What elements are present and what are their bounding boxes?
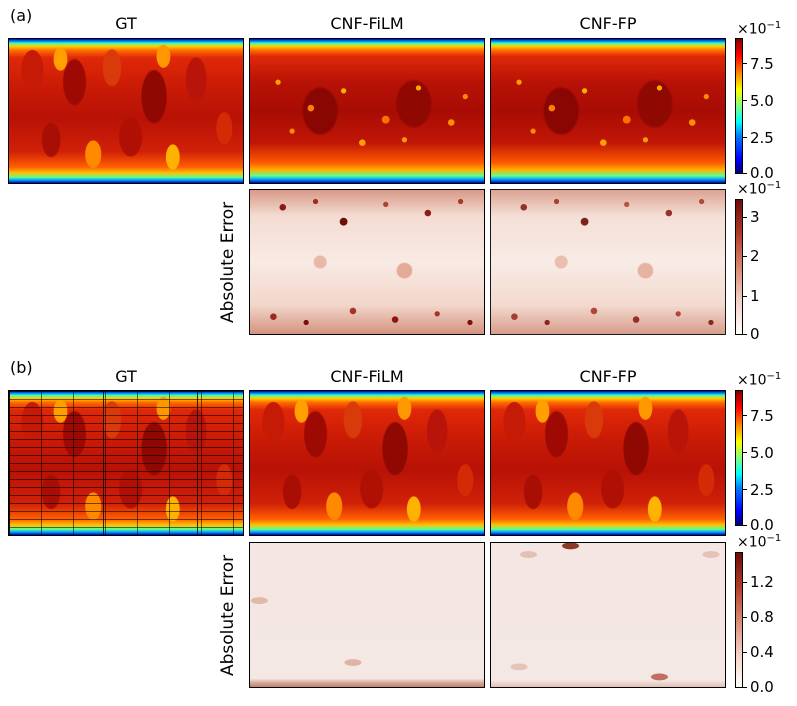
colorbar-exponent-field-a: ×10−1 [737, 20, 782, 38]
column-title-cnf-film-a: CNF-FiLM [330, 14, 404, 33]
colorbar-tick: 0.4 [750, 643, 774, 661]
gt-field-image-b [8, 390, 244, 536]
colorbar-tick: 3 [750, 208, 760, 226]
colorbar-tick: 7.5 [750, 55, 774, 73]
colorbar-field-a [735, 38, 743, 174]
error-row-label-a: Absolute Error [218, 201, 238, 323]
colorbar-tick: 0.0 [750, 516, 774, 534]
column-title-cnf-film-b: CNF-FiLM [330, 367, 404, 386]
colorbar-exponent-error-a: ×10−1 [737, 180, 782, 198]
colorbar-tick: 1 [750, 287, 760, 305]
cnf-fp-field-image-a [490, 38, 726, 184]
panel-label-a: (a) [10, 6, 33, 25]
cnf-film-field-image-a [249, 38, 485, 184]
cnf-fp-error-image-b [490, 542, 726, 688]
colorbar-tick: 0.0 [750, 678, 774, 696]
colorbar-tick: 0 [750, 325, 760, 343]
colorbar-exponent-field-b: ×10−1 [737, 371, 782, 389]
colorbar-tick: 1.2 [750, 573, 774, 591]
cnf-fp-field-image-b [490, 390, 726, 536]
column-title-gt-b: GT [115, 367, 137, 386]
colorbar-tick: 7.5 [750, 407, 774, 425]
colorbar-error-a [735, 199, 743, 335]
gt-field-image-a [8, 38, 244, 184]
colorbar-tick: 0.8 [750, 608, 774, 626]
cnf-fp-error-image-a [490, 189, 726, 335]
error-row-label-b: Absolute Error [218, 554, 238, 676]
column-title-gt-a: GT [115, 14, 137, 33]
column-title-cnf-fp-b: CNF-FP [579, 367, 637, 386]
cnf-film-error-image-a [249, 189, 485, 335]
colorbar-tick: 2 [750, 247, 760, 265]
colorbar-tick: 5.0 [750, 444, 774, 462]
colorbar-tick: 0.0 [750, 164, 774, 182]
colorbar-field-b [735, 390, 743, 526]
colorbar-error-b [735, 552, 743, 688]
cnf-film-field-image-b [249, 390, 485, 536]
colorbar-exponent-error-b: ×10−1 [737, 533, 782, 551]
panel-label-b: (b) [10, 358, 33, 377]
colorbar-tick: 5.0 [750, 92, 774, 110]
measurement-grid-major-lines [9, 391, 243, 535]
cnf-film-error-image-b [249, 542, 485, 688]
colorbar-tick: 2.5 [750, 129, 774, 147]
column-title-cnf-fp-a: CNF-FP [579, 14, 637, 33]
colorbar-tick: 2.5 [750, 481, 774, 499]
